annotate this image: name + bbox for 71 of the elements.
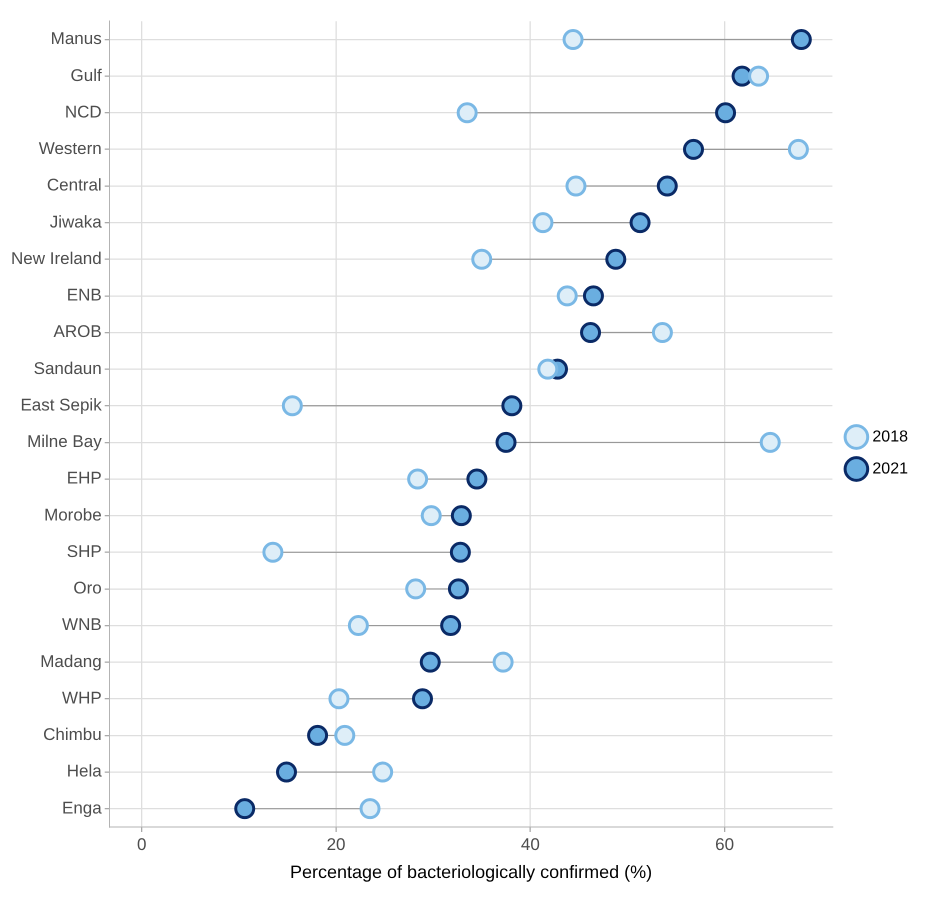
point <box>582 285 604 306</box>
point <box>683 138 704 160</box>
point <box>605 248 626 270</box>
point <box>307 724 328 746</box>
x-axis-title: Percentage of bacteriologically confirmed (%) <box>290 862 652 882</box>
point <box>630 212 651 234</box>
point <box>562 29 584 50</box>
point <box>328 688 350 710</box>
point <box>652 322 673 344</box>
y-tick-label: SHP <box>66 542 102 561</box>
point <box>412 688 433 710</box>
y-tick-label: Madang <box>40 652 102 671</box>
y-tick-label: ENB <box>66 286 102 305</box>
point <box>372 762 394 783</box>
point <box>448 578 469 600</box>
y-tick-label: NCD <box>64 102 102 122</box>
y-tick-label: WNB <box>62 615 102 634</box>
x-tick-label: 60 <box>715 834 734 854</box>
point <box>450 505 472 526</box>
y-tick-label: Chimbu <box>43 725 102 744</box>
point <box>420 652 441 673</box>
point <box>420 505 442 526</box>
y-tick-label: New Ireland <box>10 248 102 268</box>
y-tick-label: Oro <box>73 578 102 598</box>
x-tick-label: 0 <box>137 834 146 854</box>
point <box>537 358 558 380</box>
y-tick-label: AROB <box>54 322 102 342</box>
y-tick-label: Enga <box>62 798 102 818</box>
y-tick-label: Hela <box>66 762 102 781</box>
y-tick-label: WHP <box>62 688 102 708</box>
y-tick-label: Milne Bay <box>27 432 102 452</box>
point <box>466 468 488 490</box>
x-tick-label: 20 <box>326 834 346 854</box>
point <box>456 102 478 124</box>
point <box>580 322 602 344</box>
point <box>234 798 256 820</box>
point <box>556 285 578 306</box>
point <box>440 615 462 636</box>
y-tick-label: Gulf <box>70 66 102 85</box>
point <box>532 212 554 234</box>
point <box>282 395 303 416</box>
point <box>501 395 522 416</box>
y-tick-label: Jiwaka <box>50 212 102 232</box>
y-tick-label: Central <box>46 176 102 195</box>
point <box>405 578 426 600</box>
point <box>760 432 781 453</box>
point <box>715 102 736 124</box>
point <box>276 762 297 783</box>
point <box>348 615 369 636</box>
point <box>360 798 381 820</box>
point <box>656 176 678 197</box>
point <box>450 542 471 563</box>
y-tick-label: East Sepik <box>20 395 102 414</box>
point <box>262 542 284 563</box>
point <box>492 652 514 673</box>
point <box>790 29 812 50</box>
y-tick-label: EHP <box>66 468 102 488</box>
y-tick-label: Manus <box>50 29 102 48</box>
y-tick-label: Western <box>38 139 102 158</box>
y-tick-label: Morobe <box>44 505 102 524</box>
x-tick-label: 40 <box>520 834 540 854</box>
y-tick-label: Sandaun <box>34 358 102 378</box>
legend-label: 2018 <box>872 428 908 446</box>
point <box>565 176 586 197</box>
point <box>748 66 770 87</box>
legend-label: 2021 <box>872 460 908 478</box>
point <box>407 468 428 490</box>
point <box>334 724 356 746</box>
point <box>496 432 517 453</box>
point <box>471 248 492 270</box>
point <box>788 138 809 160</box>
